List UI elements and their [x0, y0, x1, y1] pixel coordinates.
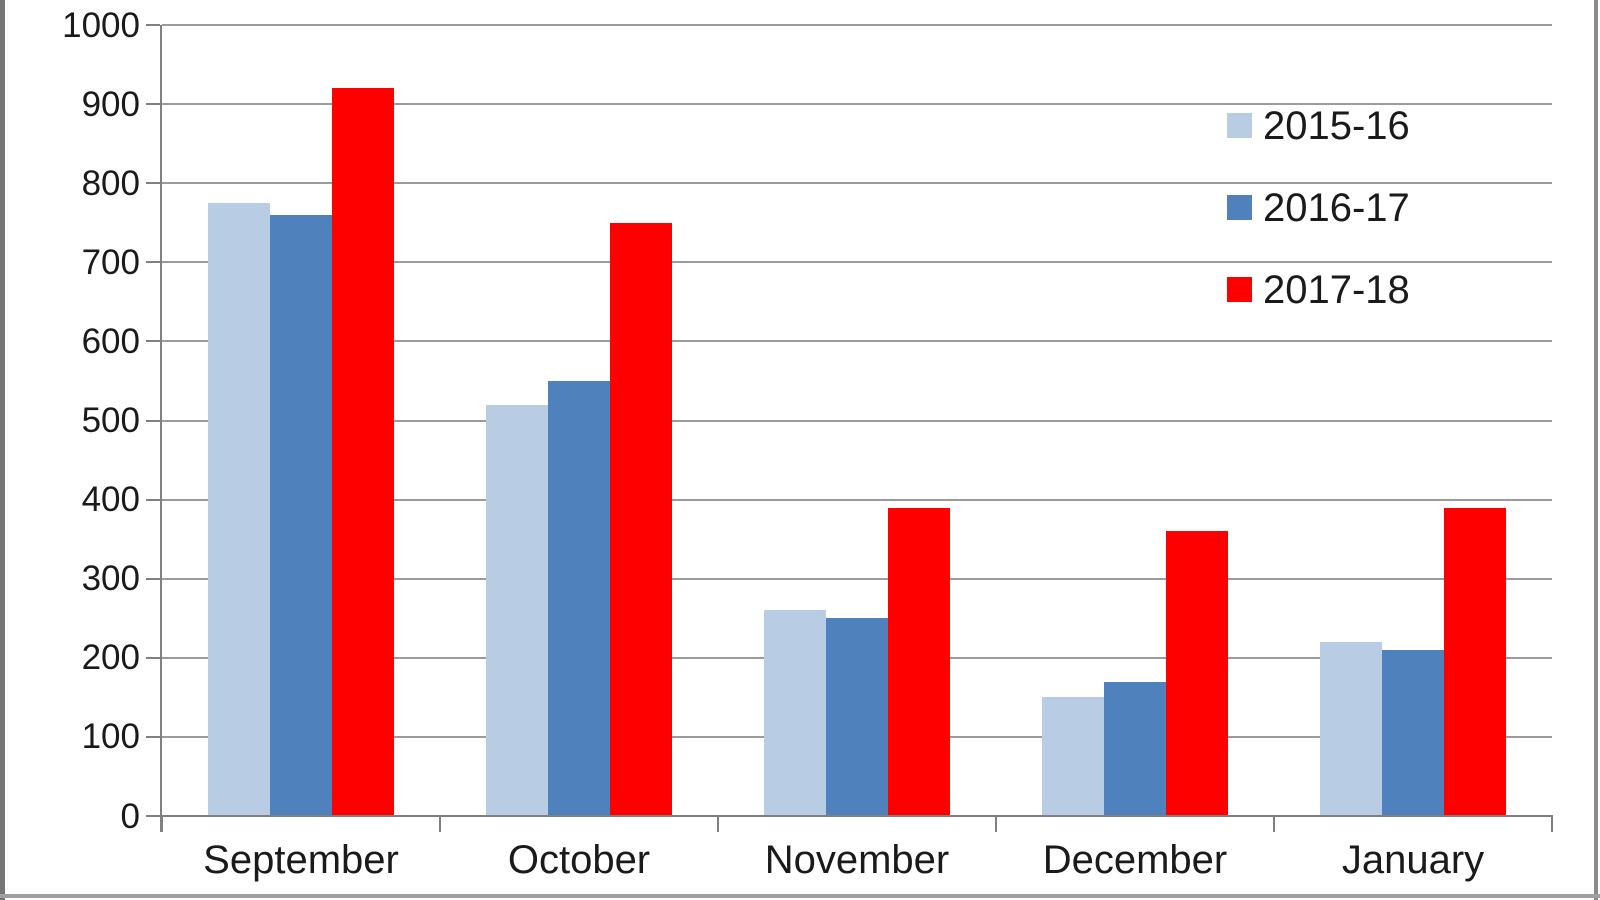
bar-2015-16-January [1320, 641, 1383, 816]
bar-2015-16-November [764, 610, 827, 816]
legend-item-2016-17: 2016-17 [1227, 188, 1410, 228]
legend-swatch-icon [1227, 277, 1252, 302]
y-tick-label: 800 [81, 163, 140, 203]
bar-2016-17-September [270, 214, 332, 816]
gridline-900 [162, 103, 1552, 106]
y-tick-label: 700 [81, 242, 140, 282]
y-tick-900 [146, 103, 160, 106]
legend-item-2015-16: 2015-16 [1227, 106, 1410, 146]
y-tick-0 [146, 815, 160, 817]
x-axis-line [162, 815, 1552, 817]
bar-2017-18-September [331, 88, 394, 816]
y-tick-label: 200 [81, 638, 140, 678]
gridline-800 [162, 182, 1552, 185]
bar-2017-18-December [1165, 531, 1228, 816]
y-tick-800 [146, 182, 160, 185]
bar-2017-18-January [1443, 507, 1506, 816]
x-category-label: January [1341, 838, 1485, 882]
bar-2016-17-January [1382, 649, 1444, 816]
y-tick-label: 0 [120, 796, 140, 836]
y-tick-500 [146, 419, 160, 422]
x-tick [1551, 815, 1553, 832]
gridline-1000 [162, 24, 1552, 26]
y-tick-200 [146, 656, 160, 659]
gridline-300 [162, 577, 1552, 580]
gridline-500 [162, 419, 1552, 422]
bar-2016-17-October [548, 380, 610, 816]
legend-swatch-icon [1227, 113, 1252, 138]
y-tick-300 [146, 577, 160, 580]
legend-item-2017-18: 2017-18 [1227, 270, 1410, 310]
y-tick-400 [146, 498, 160, 501]
gridline-400 [162, 498, 1552, 501]
gridline-700 [162, 261, 1552, 264]
bar-2017-18-November [887, 507, 950, 816]
y-tick-label: 300 [81, 559, 140, 599]
y-axis-line [160, 25, 162, 832]
legend-label: 2016-17 [1263, 185, 1410, 230]
y-tick-100 [146, 735, 160, 738]
x-tick [717, 815, 719, 832]
y-tick-label: 100 [81, 717, 140, 757]
y-tick-label: 400 [81, 480, 140, 520]
window-border-bottom [0, 894, 1600, 898]
y-tick-label: 600 [81, 321, 140, 361]
x-tick [439, 815, 441, 832]
bar-2016-17-December [1104, 681, 1166, 816]
x-category-label: December [1042, 838, 1228, 882]
y-tick-label: 500 [81, 401, 140, 440]
x-tick [161, 815, 163, 832]
x-category-label: October [507, 838, 651, 882]
x-tick [995, 815, 997, 832]
bar-2015-16-September [208, 202, 271, 816]
gridline-600 [162, 340, 1552, 343]
bar-2015-16-October [486, 404, 549, 816]
y-tick-700 [146, 261, 160, 264]
y-tick-label: 1000 [62, 5, 140, 45]
y-tick-600 [146, 340, 160, 343]
x-category-label: September [203, 838, 399, 882]
bar-2016-17-November [826, 618, 888, 816]
x-category-label: November [764, 838, 950, 882]
legend-swatch-icon [1227, 195, 1252, 220]
window-border-left [0, 0, 5, 900]
y-tick-1000 [146, 24, 160, 26]
x-tick [1273, 815, 1275, 832]
legend-label: 2015-16 [1263, 103, 1410, 148]
y-tick-label: 900 [81, 84, 140, 124]
window-border-right [1594, 0, 1598, 900]
bar-2015-16-December [1042, 697, 1105, 816]
bar-2017-18-October [609, 222, 672, 816]
legend-label: 2017-18 [1263, 267, 1410, 312]
